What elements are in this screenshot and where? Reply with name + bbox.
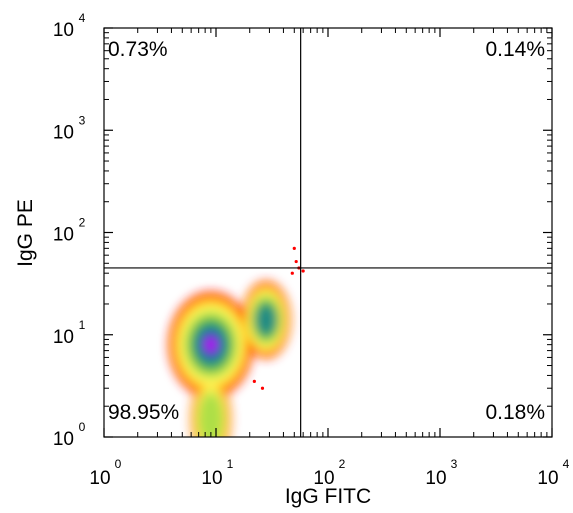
density-contour	[198, 392, 224, 437]
density-contours	[168, 280, 291, 437]
outlier-event	[301, 269, 305, 273]
outlier-event	[290, 271, 294, 275]
quadrant-label-upper-right: 0.14%	[485, 38, 545, 61]
quadrant-label-lower-left: 98.95%	[108, 401, 179, 424]
x-tick-exponent: 1	[227, 457, 234, 471]
x-tick-label: 10	[89, 468, 110, 489]
x-tick-label: 10	[313, 468, 334, 489]
outlier-event	[294, 259, 298, 264]
y-tick-label: 10	[53, 122, 74, 143]
x-tick-exponent: 2	[339, 457, 346, 471]
y-tick-exponent: 0	[79, 420, 86, 434]
density-contour	[256, 305, 276, 335]
plot-frame	[103, 27, 553, 438]
y-tick-exponent: 4	[79, 11, 86, 25]
y-tick-label: 10	[53, 327, 74, 348]
y-tick-label: 10	[53, 20, 74, 41]
outlier-event	[252, 379, 256, 383]
y-tick-exponent: 3	[79, 113, 86, 127]
x-axis-title: IgG FITC	[285, 485, 371, 508]
outlier-event	[292, 246, 296, 250]
y-tick-label: 10	[53, 225, 74, 246]
density-heatmap	[168, 246, 305, 437]
x-tick-label: 10	[425, 468, 446, 489]
y-axis-ticks: 10 0 10 1 10 2 10 3 10 4	[53, 11, 552, 450]
x-tick-exponent: 4	[563, 457, 570, 471]
x-tick-exponent: 0	[115, 457, 122, 471]
quadrant-label-lower-right: 0.18%	[485, 401, 545, 424]
y-axis-title: IgG PE	[14, 199, 37, 267]
y-tick-exponent: 2	[79, 216, 86, 230]
outlier-event	[260, 386, 265, 390]
y-tick-exponent: 1	[79, 318, 86, 332]
density-contour	[205, 338, 217, 352]
x-tick-label: 10	[537, 468, 558, 489]
x-tick-exponent: 3	[451, 457, 458, 471]
y-tick-label: 10	[53, 429, 74, 450]
x-tick-label: 10	[201, 468, 222, 489]
quadrant-label-upper-left: 0.73%	[108, 38, 168, 61]
x-axis-ticks: 10 0 10 1 10 2 10 3 10 4	[89, 28, 570, 489]
